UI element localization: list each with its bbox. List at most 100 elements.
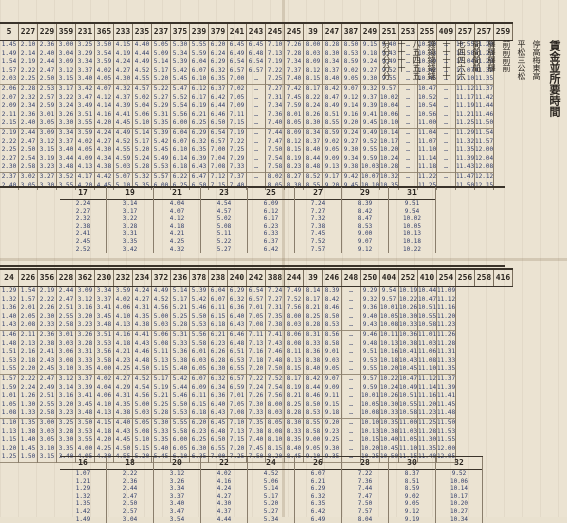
top-time-cell: 3.05 — [20, 181, 36, 189]
top-local-time-cell: 3.35 — [122, 237, 138, 245]
bottom-time-cell: 6.25 — [191, 436, 207, 444]
top-time-cell: 5.52 — [172, 93, 188, 101]
top-time-cell: 7.22 — [229, 137, 245, 145]
bottom-time-cell: 4.00 — [77, 444, 93, 452]
bottom-time-cell: … — [349, 427, 353, 435]
top-time-cell: 6.22 — [172, 172, 188, 180]
top-time-cell: 10.47 — [418, 84, 436, 92]
bottom-time-cell: 10.36 — [399, 330, 417, 338]
bottom-time-cell: 8.38 — [305, 356, 321, 364]
bottom-time-cell: 6.54 — [248, 287, 264, 294]
bottom-train-number: 378 — [190, 270, 209, 286]
bottom-time-cell: 11.31 — [437, 348, 455, 356]
top-local-train-number: 29 — [342, 187, 388, 200]
top-time-cell: 6.12 — [191, 84, 207, 92]
top-time-cell: … — [437, 163, 455, 173]
bottom-local-column: 26 6.07 6.21 6.29 6.32 6.35 6.42 6.49 — [295, 457, 342, 523]
bottom-time-cell: 2.58 — [57, 321, 75, 331]
top-time-cell: 8.49 — [324, 102, 340, 110]
top-time-cell: … — [254, 110, 258, 118]
bottom-time-cell: 7.01 — [248, 304, 264, 312]
top-local-time-cell: 5.02 — [216, 215, 232, 223]
bottom-time-cell: 11.50 — [437, 418, 455, 426]
side-note-line: 八五四五五 — [412, 40, 421, 80]
bottom-time-cell: 3.16 — [77, 304, 93, 312]
bottom-time-cell: 9.46 — [362, 330, 378, 338]
top-time-cell: 4.15 — [115, 41, 131, 48]
bottom-time-cell: 1.51 — [1, 348, 17, 356]
bottom-time-cell: 6.00 — [172, 436, 188, 444]
bottom-time-cell: 4.46 — [134, 348, 150, 356]
top-time-cell: 6.49 — [229, 49, 245, 57]
top-time-cell: 8.05 — [267, 181, 283, 189]
top-time-cell: 5.31 — [153, 110, 169, 118]
bottom-time-cell: 5.21 — [172, 304, 188, 312]
bottom-time-cell: 6.53 — [229, 356, 245, 364]
top-local-column: 23 4.54 4.57 5.02 5.08 5.11 5.22 5.27 — [201, 187, 248, 254]
top-time-cell: 11.22 — [418, 172, 436, 180]
bottom-time-cell: 11.35 — [437, 365, 455, 375]
top-time-cell: 3.34 — [58, 128, 74, 136]
top-time-cell: 7.19 — [229, 128, 245, 136]
top-time-cell: 2.11 — [1, 110, 17, 118]
bottom-time-cell: 4.10 — [96, 400, 112, 408]
top-time-cell: 2.14 — [20, 49, 36, 57]
top-time-cell: 2.25 — [1, 146, 17, 154]
bottom-time-cell: 10.47 — [399, 374, 417, 382]
top-time-cell: 3.27 — [39, 172, 55, 180]
top-time-cell: 6.57 — [229, 66, 245, 74]
bottom-time-cell: 9.05 — [305, 444, 321, 452]
bottom-time-cell: 9.11 — [324, 392, 340, 400]
top-time-cell: … — [254, 93, 258, 101]
side-note-line: 十十十十 — [397, 40, 406, 72]
bottom-time-cell: 4.02 — [96, 374, 112, 382]
bottom-time-cell: 3.37 — [77, 374, 93, 382]
bottom-local-time-cell: 1.29 — [75, 485, 91, 493]
bottom-local-time-cell: 4.30 — [216, 500, 232, 508]
bottom-time-cell: 8.21 — [286, 392, 302, 400]
top-time-cell: 8.44 — [305, 154, 321, 162]
top-local-time-cell: 4.57 — [216, 207, 232, 215]
top-local-time-cell: 10.05 — [402, 222, 422, 230]
bottom-time-cell: 5.25 — [172, 312, 188, 320]
bottom-time-cell: 10.13 — [380, 339, 398, 347]
bottom-time-cell: 7.31 — [267, 304, 283, 312]
bottom-time-cell: … — [349, 436, 353, 444]
top-time-cell: 4.57 — [134, 84, 150, 92]
bottom-time-cell: 1.40 — [20, 436, 36, 444]
bottom-local-time-cell: 9.12 — [404, 507, 420, 515]
bottom-local-time-cell: 3.12 — [169, 470, 185, 477]
top-time-cell: 12.12 — [475, 172, 493, 180]
bottom-time-cell: 9.01 — [324, 348, 340, 356]
top-time-cell: 8.23 — [285, 163, 303, 173]
top-time-cell: 9.12 — [343, 93, 359, 101]
bottom-time-cell: 5.15 — [134, 444, 150, 452]
bottom-time-cell: 11.16 — [418, 392, 436, 400]
bottom-time-cell: 2.49 — [39, 383, 55, 391]
bottom-time-cell: 11.05 — [399, 436, 417, 444]
top-train-number: 239 — [190, 24, 209, 40]
bottom-time-cell: 1.46 — [1, 330, 17, 338]
bottom-time-cell: 10.05 — [380, 312, 398, 320]
bottom-time-cell: 5.03 — [152, 321, 170, 331]
top-time-cell: 5.28 — [133, 163, 151, 173]
bottom-time-cell: 5.15 — [152, 365, 170, 375]
bottom-local-time-cell: 8.37 — [404, 470, 420, 477]
top-time-cell: 2.36 — [39, 41, 55, 48]
top-time-cell: 7.40 — [266, 119, 284, 129]
bottom-time-cell: 8.03 — [266, 409, 284, 419]
top-time-cell: … — [406, 93, 410, 101]
top-time-cell: 8.27 — [286, 172, 302, 180]
top-local-time-cell: 7.32 — [310, 215, 326, 223]
bottom-time-cell: 6.32 — [210, 374, 226, 382]
bottom-train-number: 388 — [266, 270, 285, 286]
top-time-cell: 4.55 — [115, 146, 131, 154]
top-train-number: 245 — [266, 24, 285, 40]
bottom-time-cell: 3.05 — [39, 436, 55, 444]
top-time-cell: 9.41 — [362, 110, 378, 118]
bottom-local-time-cell: 4.16 — [216, 477, 232, 485]
top-time-cell: 3.59 — [96, 58, 112, 66]
bottom-time-cell: 7.20 — [229, 444, 245, 452]
bottom-time-cell: 5.17 — [153, 374, 169, 382]
bottom-time-cell: … — [349, 392, 353, 400]
